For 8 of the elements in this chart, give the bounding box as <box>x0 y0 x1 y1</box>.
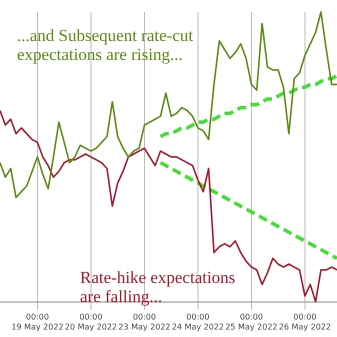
x-tick-label: 00:00 26 May 2022 <box>278 312 331 332</box>
annotation: Rate-hike expectations are falling... <box>80 268 236 306</box>
annotation: ...and Subsequent rate-cut expectations are rising... <box>17 26 194 64</box>
x-tick-label: 00:00 25 May 2022 <box>225 312 278 332</box>
x-tick-label: 00:00 19 May 2022 <box>11 312 64 332</box>
x-tick-label: 00:00 24 May 2022 <box>172 312 224 332</box>
x-tick-label: 00:00 23 May 2022 <box>118 312 171 332</box>
x-tick-label: 00:00 20 May 2022 <box>64 312 118 332</box>
